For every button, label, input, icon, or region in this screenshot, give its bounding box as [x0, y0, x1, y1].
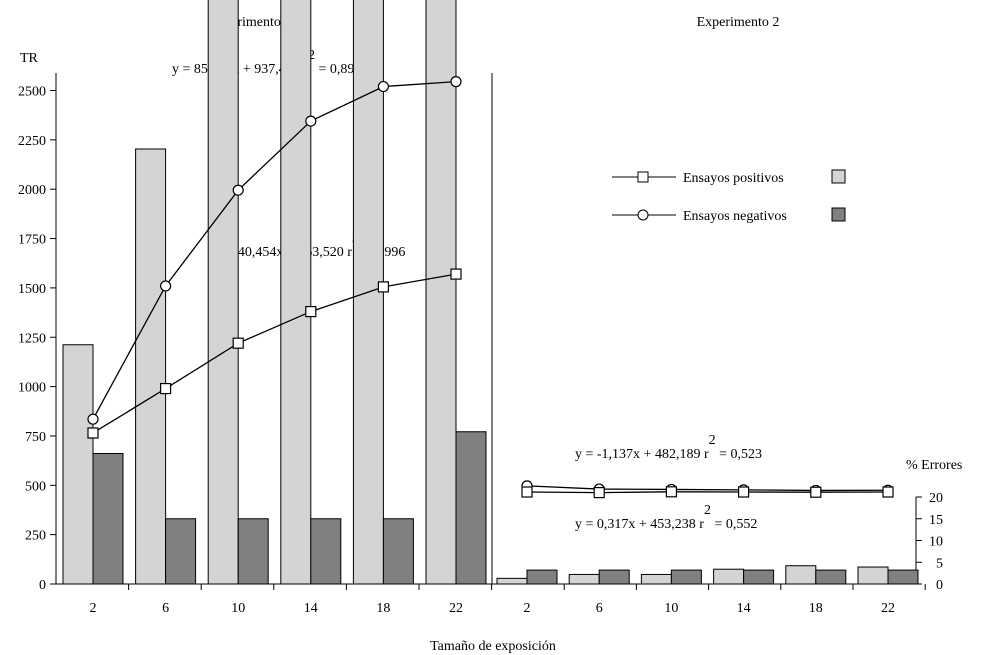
- data-point-circle: [305, 115, 317, 127]
- error-bar-negativos: [598, 569, 630, 585]
- data-point-circle: [450, 76, 462, 88]
- legend-swatch-negativos: [831, 207, 846, 222]
- data-point-square: [521, 486, 533, 498]
- error-bar-negativos: [165, 518, 197, 585]
- data-point-square: [377, 281, 389, 293]
- error-bar-positivos: [207, 0, 239, 585]
- data-point-square: [593, 487, 605, 499]
- regression-annotation-exp2-negativos: y = -1,137x + 482,189 r2 = 0,523: [575, 433, 762, 462]
- error-bar-negativos: [526, 569, 558, 585]
- error-bar-positivos: [713, 568, 745, 585]
- x-tick-label: 10: [231, 601, 245, 616]
- data-point-square: [450, 268, 462, 280]
- x-tick-label: 14: [737, 601, 751, 616]
- y-tick-label: 1500: [18, 282, 46, 297]
- data-point-square: [810, 486, 822, 498]
- error-bar-positivos: [496, 577, 528, 585]
- error-bar-positivos: [640, 573, 672, 585]
- error-bar-positivos: [857, 566, 889, 585]
- data-point-square: [305, 305, 317, 318]
- error-bar-negativos: [382, 518, 414, 585]
- legend-label-negativos: Ensayos negativos: [683, 209, 787, 224]
- regression-annotation-exp2-positivos: y = 0,317x + 453,238 r2 = 0,552: [575, 503, 757, 532]
- x-tick-label: 2: [90, 601, 97, 616]
- legend-swatch-positivos: [831, 169, 846, 184]
- y2-tick-label: 0: [936, 578, 943, 593]
- data-point-circle: [377, 80, 389, 93]
- error-bar-negativos: [455, 431, 487, 585]
- x-tick-label: 22: [449, 601, 463, 616]
- y-tick-label: 1750: [18, 233, 46, 248]
- y2-tick-label: 15: [929, 513, 943, 528]
- y-tick-label: 1000: [18, 381, 46, 396]
- data-point-square: [665, 486, 678, 498]
- data-point-square: [232, 337, 244, 349]
- error-bar-positivos: [62, 344, 94, 585]
- panel-title-experimento-2: Experimento 2: [697, 15, 780, 30]
- y-tick-label: 750: [25, 430, 46, 445]
- x-tick-label: 22: [881, 601, 895, 616]
- error-bar-positivos: [425, 0, 457, 585]
- error-bar-negativos: [92, 453, 124, 585]
- error-bar-positivos: [280, 0, 312, 585]
- y-tick-label: 2250: [18, 134, 46, 149]
- x-tick-label: 18: [809, 601, 823, 616]
- error-bar-negativos: [887, 569, 919, 585]
- x-tick-label: 18: [376, 601, 390, 616]
- data-point-square: [87, 427, 99, 439]
- data-point-circle: [87, 413, 99, 425]
- error-bar-positivos: [568, 573, 600, 585]
- x-tick-label: 10: [664, 601, 678, 616]
- y2-axis-title: % Errores: [906, 458, 962, 473]
- y2-tick-label: 5: [936, 556, 943, 571]
- error-bar-negativos: [310, 518, 342, 585]
- legend-square-marker-icon: [637, 171, 649, 183]
- x-axis-title: Tamaño de exposición: [430, 639, 556, 654]
- y2-tick-label: 10: [929, 535, 943, 550]
- y-tick-label: 500: [25, 479, 46, 494]
- data-point-square: [882, 486, 894, 498]
- series-line-square: [92, 273, 457, 434]
- error-bar-negativos: [815, 569, 847, 585]
- x-tick-label: 6: [162, 601, 169, 616]
- error-bar-positivos: [135, 148, 167, 585]
- y-tick-label: 250: [25, 529, 46, 544]
- series-line-square: [526, 491, 889, 494]
- y-tick-label: 0: [39, 578, 46, 593]
- error-bar-positivos: [785, 565, 817, 585]
- series-line-circle: [92, 80, 457, 420]
- x-tick-label: 6: [596, 601, 603, 616]
- legend-circle-marker-icon: [637, 209, 649, 221]
- y2-tick-label: 20: [929, 491, 943, 506]
- y-tick-label: 1250: [18, 331, 46, 346]
- error-bar-negativos: [743, 569, 775, 585]
- plot-area: 0 250 500 750 1000 1250 1500 1750 2000 2250 2500 0 5…: [18, 0, 943, 616]
- series-line-circle: [526, 485, 889, 492]
- error-bar-negativos: [670, 569, 702, 585]
- error-bar-negativos: [237, 518, 269, 585]
- data-point-circle: [160, 280, 172, 292]
- regression-annotation-exp1-negativos: y = 85,496x + 937,454 r2 = 0,896: [172, 48, 361, 77]
- legend-label-positivos: Ensayos positivos: [683, 171, 784, 186]
- x-tick-label: 2: [524, 601, 531, 616]
- legend: Ensayos positivos Ensayos negativos: [612, 169, 846, 224]
- y-tick-label: 2000: [18, 183, 46, 198]
- data-point-square: [737, 486, 750, 498]
- data-point-square: [160, 382, 172, 395]
- y-axis-title: TR: [20, 51, 39, 66]
- data-point-circle: [232, 184, 244, 196]
- y-tick-label: 2500: [18, 85, 46, 100]
- x-tick-label: 14: [304, 601, 318, 616]
